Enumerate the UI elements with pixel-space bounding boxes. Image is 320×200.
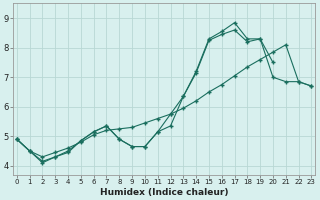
- X-axis label: Humidex (Indice chaleur): Humidex (Indice chaleur): [100, 188, 228, 197]
